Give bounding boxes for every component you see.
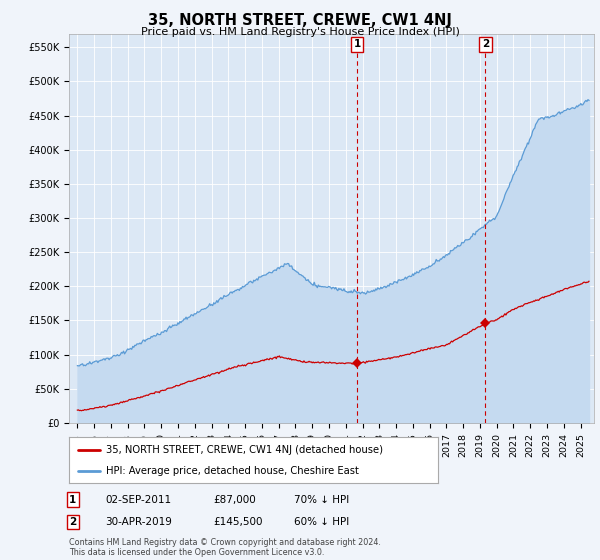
Text: 02-SEP-2011: 02-SEP-2011 [105,494,171,505]
Text: £87,000: £87,000 [213,494,256,505]
Text: 2: 2 [69,517,76,527]
Text: HPI: Average price, detached house, Cheshire East: HPI: Average price, detached house, Ches… [106,466,359,476]
Text: 35, NORTH STREET, CREWE, CW1 4NJ: 35, NORTH STREET, CREWE, CW1 4NJ [148,13,452,28]
Text: £145,500: £145,500 [213,517,263,527]
Text: Price paid vs. HM Land Registry's House Price Index (HPI): Price paid vs. HM Land Registry's House … [140,27,460,37]
Text: Contains HM Land Registry data © Crown copyright and database right 2024.
This d: Contains HM Land Registry data © Crown c… [69,538,381,557]
Text: 1: 1 [353,39,361,49]
Text: 35, NORTH STREET, CREWE, CW1 4NJ (detached house): 35, NORTH STREET, CREWE, CW1 4NJ (detach… [106,445,383,455]
Text: 30-APR-2019: 30-APR-2019 [105,517,172,527]
Text: 2: 2 [482,39,489,49]
Text: 1: 1 [69,494,76,505]
Text: 70% ↓ HPI: 70% ↓ HPI [294,494,349,505]
Text: 60% ↓ HPI: 60% ↓ HPI [294,517,349,527]
